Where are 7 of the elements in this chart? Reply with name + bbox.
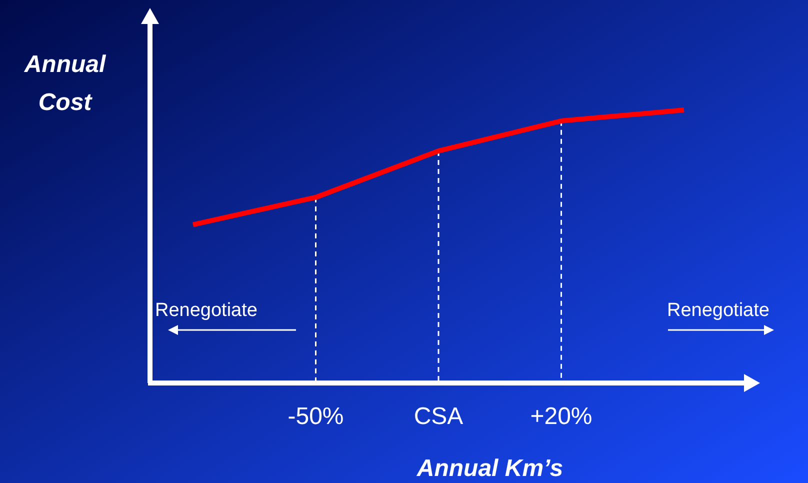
x-axis-title: Annual Km’s <box>416 455 564 482</box>
x-tick-label: -50% <box>288 403 344 430</box>
y-axis-title: Annual Cost <box>23 51 107 116</box>
annotation: Renegotiate <box>667 300 770 321</box>
annotation: Renegotiate <box>155 300 258 321</box>
x-tick-label: CSA <box>414 403 464 430</box>
x-tick-label: +20% <box>530 403 592 430</box>
